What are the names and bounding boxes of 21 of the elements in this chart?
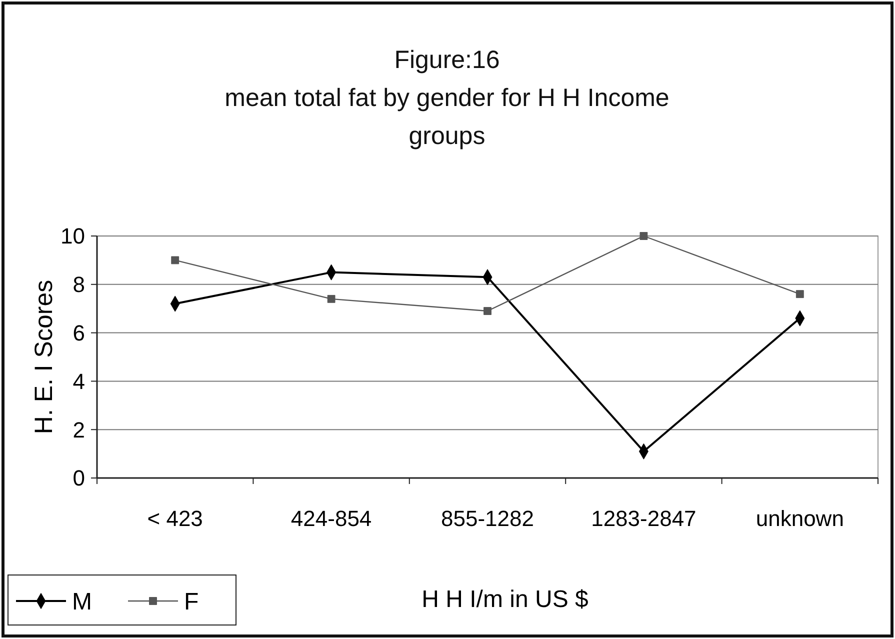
x-tick-label: unknown	[756, 506, 844, 531]
chart-title: Figure:16 mean total fat by gender for H H Income groups	[224, 46, 670, 150]
y-tick-label: 2	[72, 417, 85, 442]
point	[484, 307, 492, 315]
y-tick-label: 0	[72, 466, 85, 491]
x-tick-label: 1283-2847	[591, 506, 696, 531]
x-tick-label: 424-854	[290, 506, 372, 531]
legend-label: M	[72, 588, 92, 616]
point	[640, 232, 648, 240]
point	[327, 294, 336, 303]
x-tick-label: 855-1282	[441, 506, 534, 531]
y-tick-label: 6	[72, 320, 85, 346]
x-axis-title: H H I/m in US $	[422, 586, 588, 613]
y-tick-label: 4	[72, 368, 85, 394]
y-tick-label: 8	[72, 272, 85, 298]
point	[796, 290, 804, 298]
legend-label: F	[184, 588, 199, 616]
y-axis-title: H. E. I Scores	[30, 280, 58, 434]
x-tick-label: < 423	[147, 506, 203, 531]
point	[171, 256, 180, 264]
y-tick-label: 10	[60, 224, 85, 249]
